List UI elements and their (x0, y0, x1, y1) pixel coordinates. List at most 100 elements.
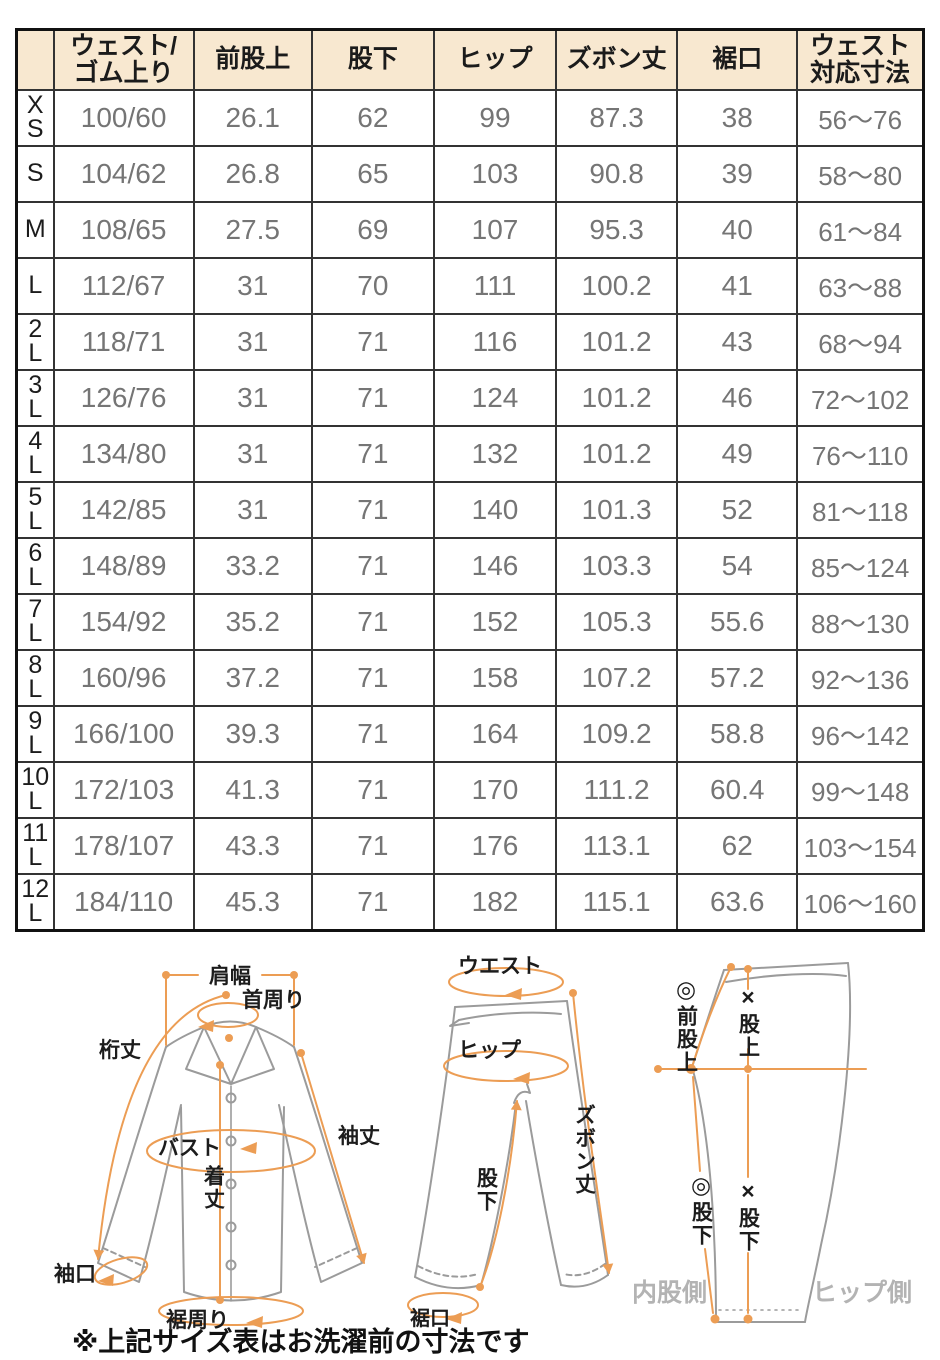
value-cell: 96〜142 (796, 705, 925, 763)
size-label-cell: 8 L (15, 649, 55, 707)
value-cell: 71 (310, 537, 435, 595)
value-cell: 43 (676, 313, 799, 371)
shirt-outline (97, 1020, 363, 1302)
pajama-shirt-diagram: 肩幅 首周り 桁丈 バスト 袖丈 着丈 袖口 裾周り (54, 964, 380, 1332)
value-cell: 31 (192, 257, 313, 315)
value-cell: 103 (432, 145, 558, 203)
value-cell: 109.2 (555, 705, 679, 763)
value-cell: 92〜136 (796, 649, 925, 707)
value-cell: 140 (432, 481, 558, 539)
value-cell: 107 (432, 201, 558, 259)
header-cell-hem: 裾口 (676, 28, 799, 91)
size-label-cell: 2 L (15, 313, 55, 371)
value-cell: 37.2 (192, 649, 313, 707)
sleeve-total-label: 桁丈 (99, 1039, 141, 1062)
header-cell-pants-length: ズボン丈 (555, 28, 679, 91)
value-cell: 58〜80 (796, 145, 925, 203)
value-cell: 71 (310, 593, 435, 651)
value-cell: 72〜102 (796, 369, 925, 427)
value-cell: 71 (310, 313, 435, 371)
value-cell: 164 (432, 705, 558, 763)
value-cell: 61〜84 (796, 201, 925, 259)
size-label-cell: 10 L (15, 761, 55, 819)
value-cell: 71 (310, 369, 435, 427)
header-cell-waist-range: ウェスト 対応寸法 (796, 28, 925, 91)
value-cell: 63.6 (676, 873, 799, 932)
value-cell: 178/107 (52, 817, 195, 875)
value-cell: 71 (310, 817, 435, 875)
value-cell: 148/89 (52, 537, 195, 595)
waist-label: ウエスト (458, 955, 542, 978)
table-row: 6 L 148/89 33.2 71 146 103.3 54 85〜124 (15, 537, 925, 595)
value-cell: 65 (310, 145, 435, 203)
body-length-label: 着丈 (202, 1164, 227, 1211)
inseam-label: 股下 (475, 1167, 499, 1213)
header-cell-size (15, 28, 55, 91)
size-label-cell: 6 L (15, 537, 55, 595)
table-row: 10 L 172/103 41.3 71 170 111.2 60.4 99〜148 (15, 761, 925, 819)
size-label-cell: X S (15, 89, 55, 147)
value-cell: 101.2 (555, 313, 679, 371)
value-cell: 182 (432, 873, 558, 932)
value-cell: 45.3 (192, 873, 313, 932)
value-cell: 111.2 (555, 761, 679, 819)
value-cell: 158 (432, 649, 558, 707)
value-cell: 71 (310, 481, 435, 539)
rise-label: 股上 (737, 1013, 761, 1059)
value-cell: 62 (310, 89, 435, 147)
header-cell-front-rise: 前股上 (192, 28, 313, 91)
rise-mark: × (741, 984, 754, 1010)
value-cell: 108/65 (52, 201, 195, 259)
value-cell: 46 (676, 369, 799, 427)
value-cell: 56〜76 (796, 89, 925, 147)
value-cell: 40 (676, 201, 799, 259)
cuff-label: 袖口 (54, 1262, 96, 1286)
size-label-cell: 5 L (15, 481, 55, 539)
value-cell: 99〜148 (796, 761, 925, 819)
size-table-header: ウェスト/ ゴム上り 前股上 股下 ヒップ ズボン丈 裾口 ウェスト 対応寸法 (15, 28, 925, 91)
hip-side-label: ヒップ側 (812, 1279, 912, 1307)
value-cell: 54 (676, 537, 799, 595)
value-cell: 103〜154 (796, 817, 925, 875)
value-cell: 107.2 (555, 649, 679, 707)
value-cell: 146 (432, 537, 558, 595)
table-row: 4 L 134/80 31 71 132 101.2 49 76〜110 (15, 425, 925, 483)
size-label-cell: 12 L (15, 873, 55, 932)
inseam-b-label: 股下 (737, 1207, 761, 1253)
value-cell: 35.2 (192, 593, 313, 651)
inseam-a-mark: ◎ (691, 1172, 711, 1198)
value-cell: 160/96 (52, 649, 195, 707)
pre-wash-note: ※上記サイズ表はお洗濯前の寸法です (72, 1327, 530, 1357)
pants-side-measurements: ◎ 前股上 × 股上 ◎ 股下 × 股下 内股側 ヒップ側 (632, 963, 912, 1324)
value-cell: 152 (432, 593, 558, 651)
value-cell: 124 (432, 369, 558, 427)
value-cell: 176 (432, 817, 558, 875)
table-row: S 104/62 26.8 65 103 90.8 39 58〜80 (15, 145, 925, 203)
value-cell: 101.3 (555, 481, 679, 539)
value-cell: 33.2 (192, 537, 313, 595)
value-cell: 99 (432, 89, 558, 147)
header-row: ウェスト/ ゴム上り 前股上 股下 ヒップ ズボン丈 裾口 ウェスト 対応寸法 (15, 28, 925, 91)
size-table-body: X S 100/60 26.1 62 99 87.3 38 56〜76 S 104/62 26.8 6… (15, 89, 925, 932)
size-table: ウェスト/ ゴム上り 前股上 股下 ヒップ ズボン丈 裾口 ウェスト 対応寸法 … (15, 28, 925, 932)
table-row: 7 L 154/92 35.2 71 152 105.3 55.6 88〜130 (15, 593, 925, 651)
value-cell: 68〜94 (796, 313, 925, 371)
value-cell: 76〜110 (796, 425, 925, 483)
value-cell: 58.8 (676, 705, 799, 763)
table-row: 12 L 184/110 45.3 71 182 115.1 63.6 106〜160 (15, 873, 925, 932)
hip-label: ヒップ (458, 1039, 522, 1062)
value-cell: 38 (676, 89, 799, 147)
value-cell: 39.3 (192, 705, 313, 763)
value-cell: 103.3 (555, 537, 679, 595)
size-label-cell: 7 L (15, 593, 55, 651)
value-cell: 43.3 (192, 817, 313, 875)
value-cell: 31 (192, 313, 313, 371)
value-cell: 49 (676, 425, 799, 483)
pants-side-outline (691, 962, 852, 1323)
inseam-b-mark: × (741, 1178, 754, 1204)
value-cell: 41.3 (192, 761, 313, 819)
value-cell: 26.8 (192, 145, 313, 203)
neck-label: 首周り (242, 988, 305, 1012)
value-cell: 100/60 (52, 89, 195, 147)
